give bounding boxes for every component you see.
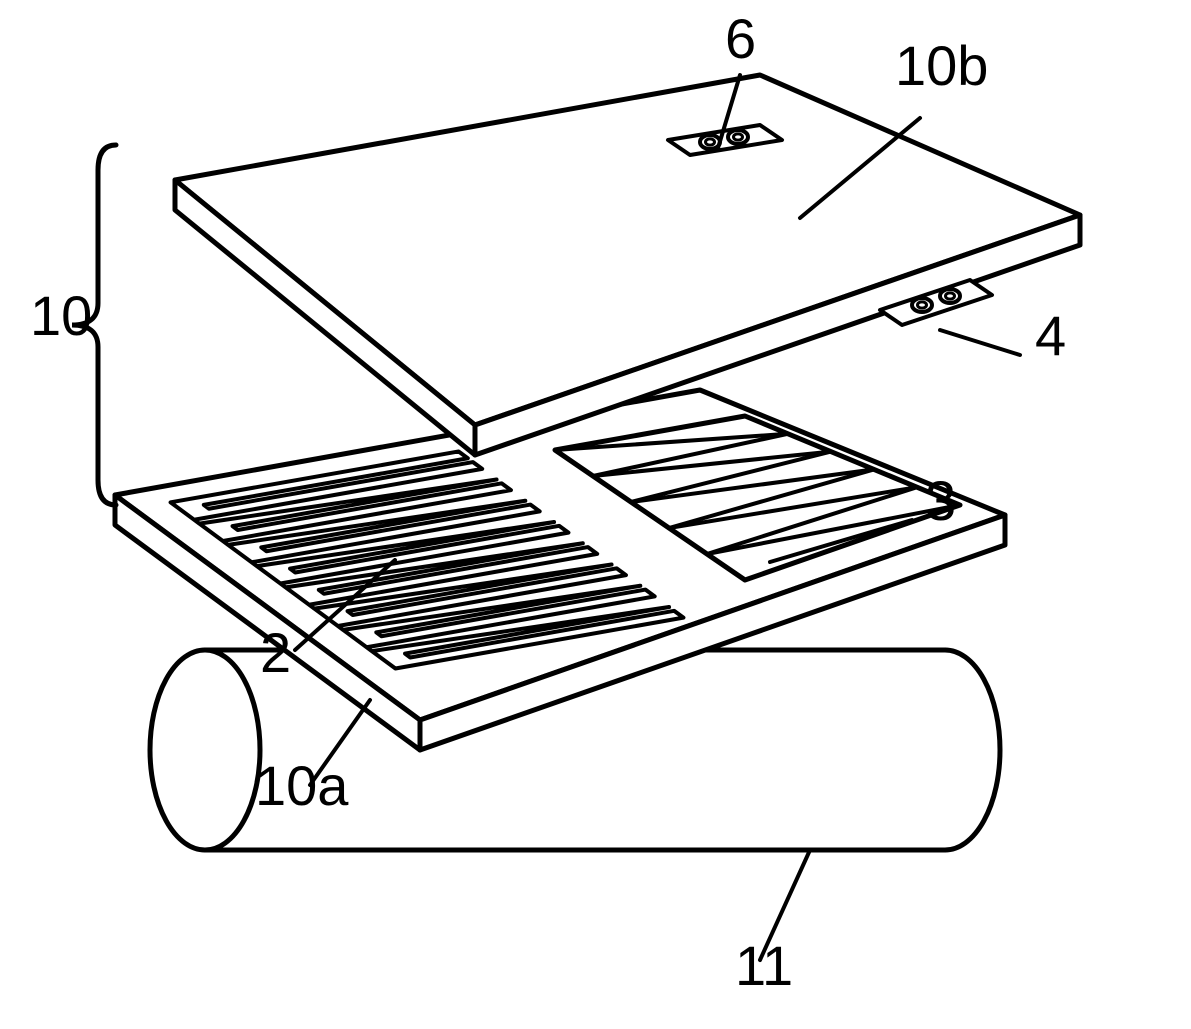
label-eleven: 11 <box>735 933 793 998</box>
label-two: 2 <box>260 620 291 685</box>
label-ten: 10 <box>30 283 92 348</box>
label-tenb: 10b <box>895 33 988 98</box>
label-tena: 10a <box>255 753 348 818</box>
label-three: 3 <box>925 468 956 533</box>
label-six: 6 <box>725 6 756 71</box>
label-four: 4 <box>1035 303 1066 368</box>
